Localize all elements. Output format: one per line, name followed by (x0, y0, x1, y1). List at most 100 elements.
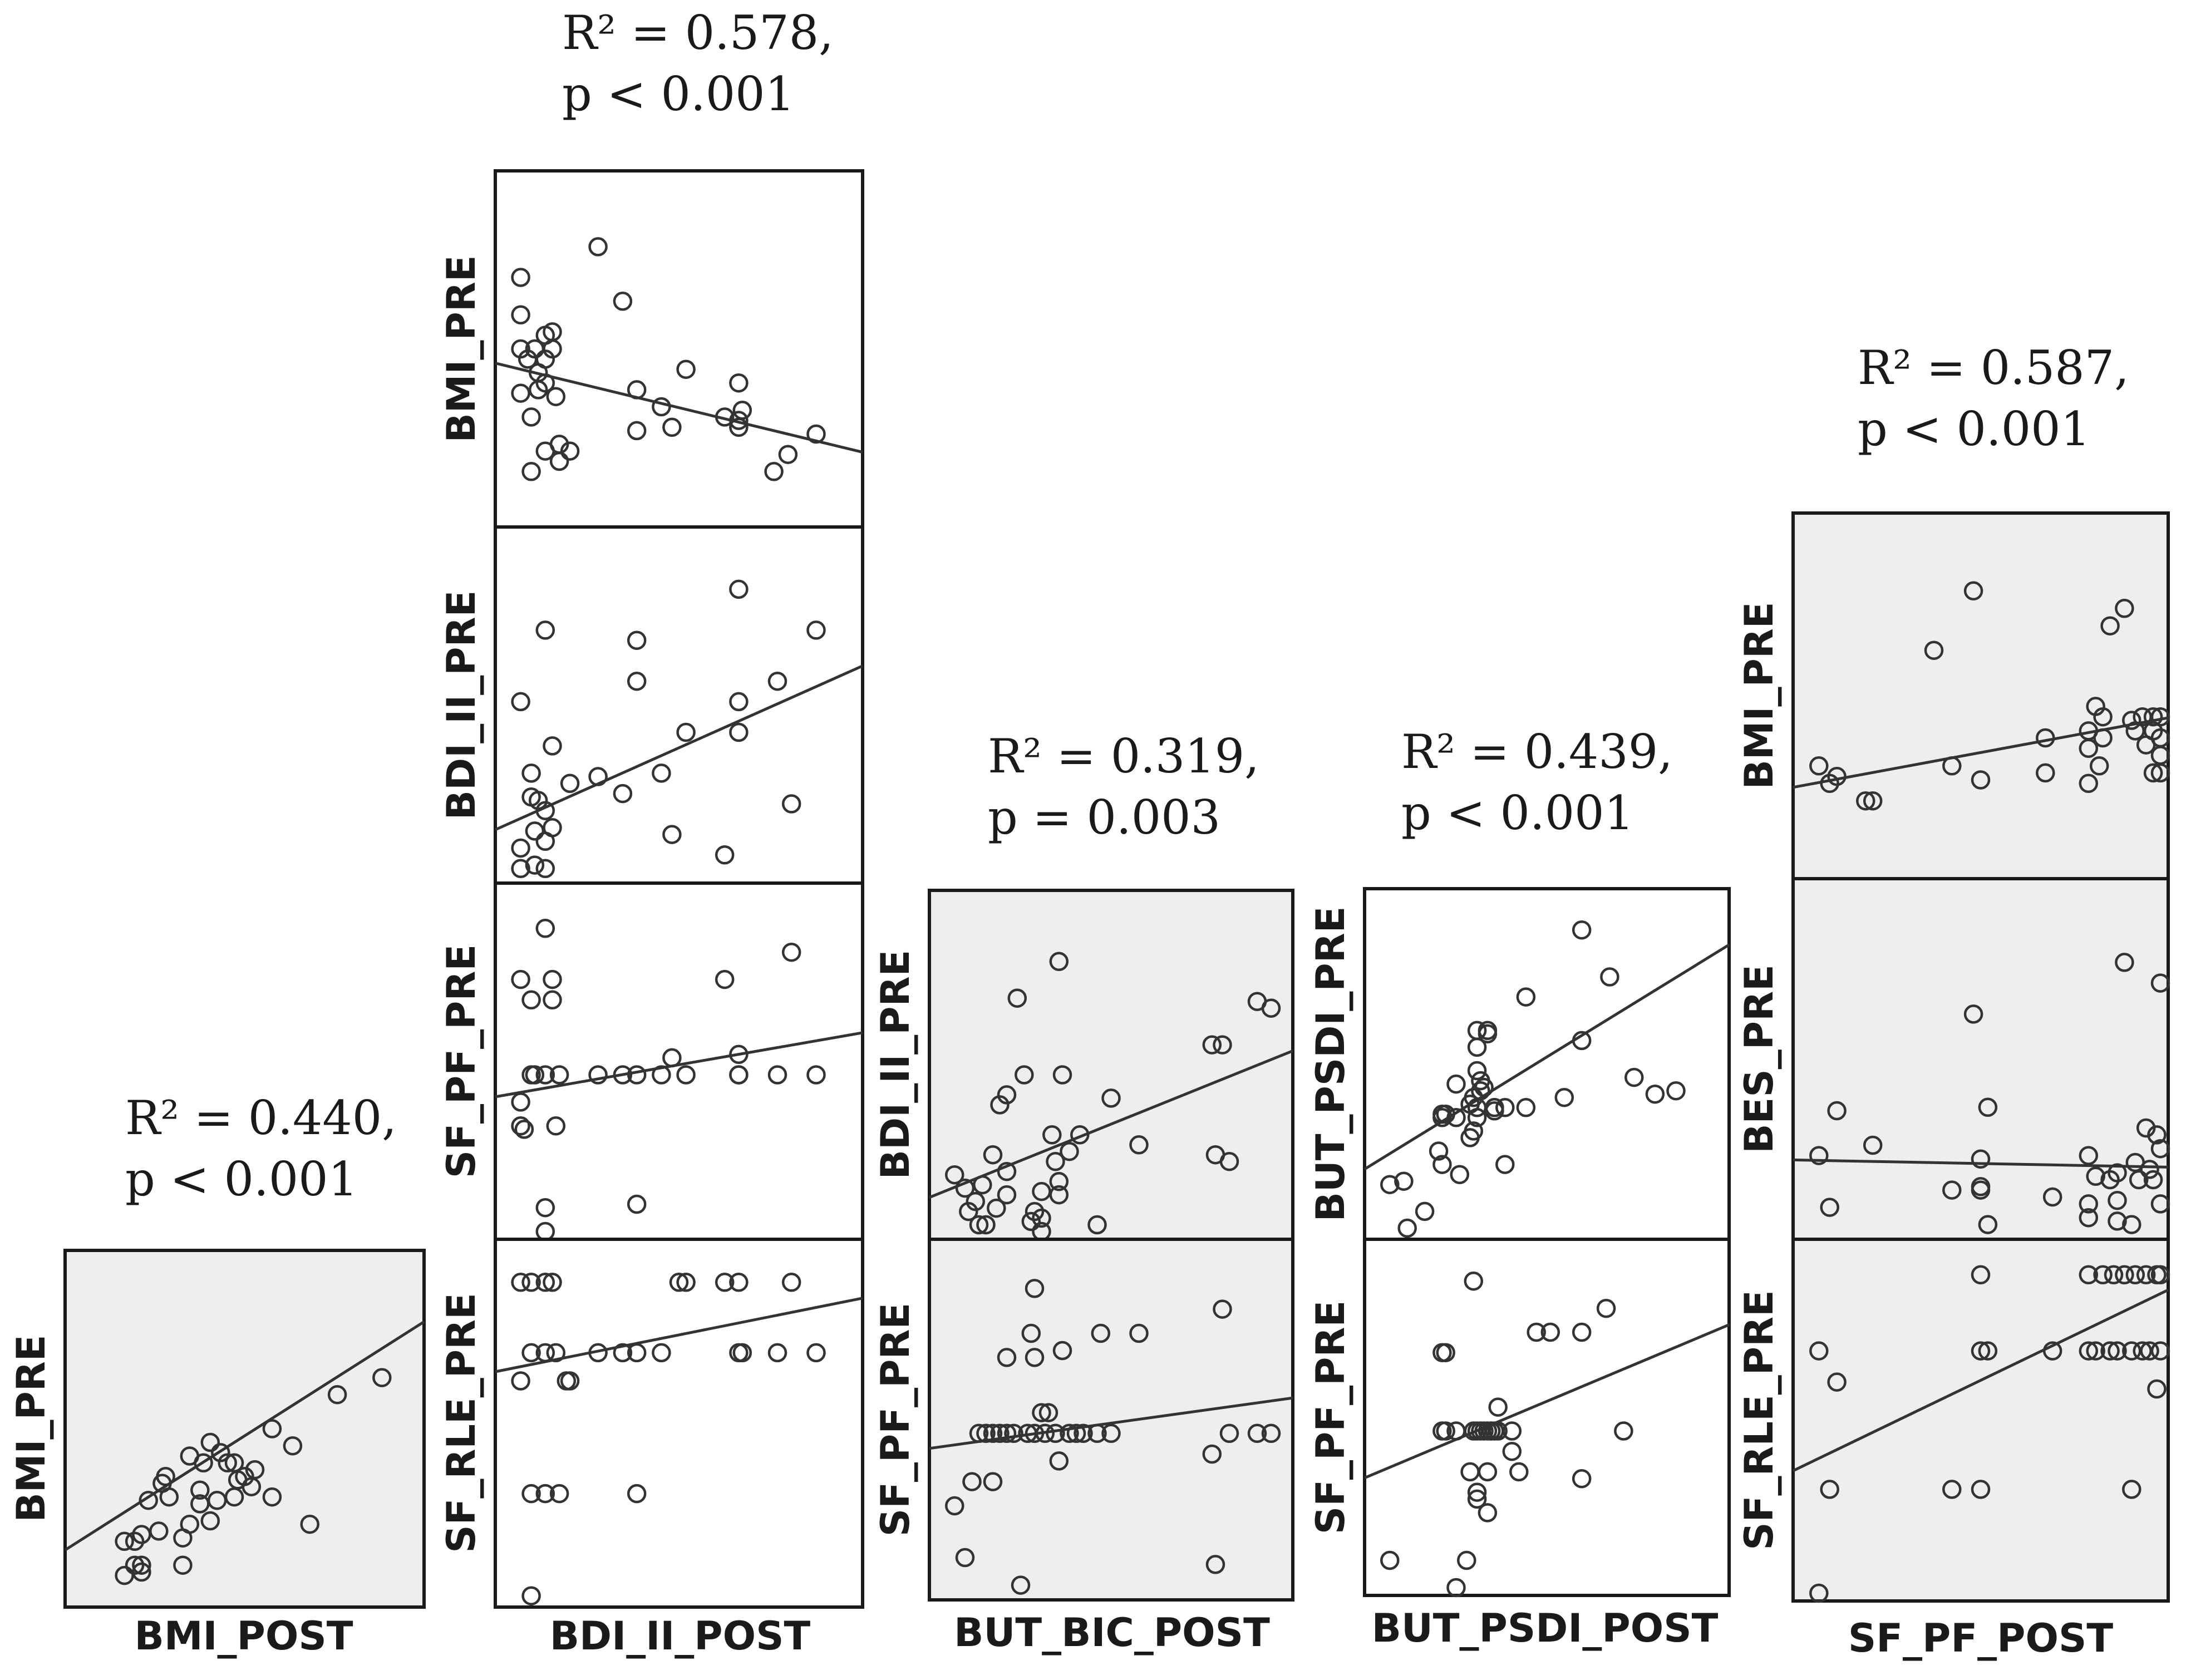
data-point (511, 859, 530, 879)
data-point (535, 1484, 555, 1504)
points-bdi-bmi-pre (511, 237, 826, 481)
points-sf-pf-bes-pre (1809, 953, 2170, 1234)
data-point (1213, 1035, 1232, 1055)
data-point (1049, 1171, 1069, 1191)
x-axis-label-bmi: BMI_POST (134, 1613, 353, 1659)
data-point (1087, 1215, 1107, 1235)
data-point (1074, 1423, 1093, 1443)
data-point (1614, 1421, 1633, 1441)
data-point (525, 1065, 545, 1085)
data-point (588, 1065, 608, 1085)
y-axis-label-sf-pf-bes-pre: BES_PRE (1736, 964, 1782, 1154)
points-bdi-bdi-ii-pre (511, 579, 826, 879)
data-point (521, 763, 541, 783)
data-point (652, 1343, 671, 1363)
data-point (180, 1514, 200, 1534)
data-point (514, 1120, 534, 1139)
data-point (2143, 1170, 2163, 1190)
data-point (1101, 1423, 1121, 1443)
data-point (1060, 1423, 1079, 1443)
data-point (1025, 1279, 1045, 1298)
data-point (729, 417, 749, 437)
data-point (245, 1460, 265, 1480)
annotation-p-bmi: p < 0.001 (125, 1152, 358, 1206)
fit-line-bdi-bdi-ii-pre (494, 664, 864, 831)
data-point (1572, 1322, 1592, 1342)
data-point (1488, 1397, 1508, 1417)
data-point (1432, 1155, 1452, 1174)
data-point (1464, 1121, 1484, 1141)
data-point (1978, 1097, 1998, 1117)
data-point (543, 736, 562, 756)
data-point (549, 451, 569, 471)
data-point (2079, 1208, 2099, 1228)
data-point (543, 818, 562, 837)
data-point (511, 1273, 530, 1292)
data-point (1572, 920, 1592, 940)
data-point (1502, 1421, 1522, 1441)
fit-line-but-bic-bdi-ii-pre (929, 1050, 1293, 1199)
panel-bmi-bmi-pre: BMI_PRE (8, 1249, 426, 1609)
data-point (132, 1555, 151, 1575)
data-point (1042, 1125, 1062, 1145)
data-point (535, 859, 555, 879)
data-point (511, 969, 530, 989)
data-point (2122, 1480, 2141, 1499)
data-point (1509, 1462, 1529, 1482)
data-point (2042, 1187, 2062, 1207)
data-point (2079, 1194, 2099, 1214)
data-point (2150, 707, 2170, 727)
data-point (283, 1436, 303, 1456)
data-point (1467, 1482, 1487, 1502)
y-axis-label-but-psdi-sf-pf-pre: SF_PF_PRE (1308, 1300, 1353, 1534)
data-point (2086, 1341, 2105, 1361)
data-point (715, 845, 735, 865)
data-point (1645, 1084, 1665, 1104)
data-point (560, 441, 580, 461)
panel-bdi-bdi-ii-pre: BDI_II_PRE (439, 525, 864, 885)
panel-sf-pf-bes-pre: BES_PRE (1736, 877, 2170, 1241)
y-axis-label-sf-pf-bmi-pre: BMI_PRE (1736, 602, 1782, 789)
data-point (543, 1273, 562, 1292)
data-point (729, 1273, 749, 1292)
data-point (1540, 1322, 1560, 1342)
data-point (1467, 1108, 1487, 1127)
data-point (125, 1555, 145, 1575)
data-point (535, 1065, 555, 1085)
plot-area-bmi-bmi-pre (63, 1249, 426, 1609)
x-axis-label-sf-pf: SF_PF_POST (1848, 1615, 2114, 1661)
data-point (1032, 1403, 1051, 1422)
data-point (676, 722, 696, 742)
data-point (997, 1185, 1017, 1205)
data-point (1971, 770, 1991, 790)
data-point (1052, 1065, 1072, 1085)
fit-line-sf-pf-bes-pre (1793, 1158, 2169, 1169)
data-point (327, 1385, 347, 1405)
data-point (543, 990, 562, 1010)
data-point (1809, 1146, 1829, 1165)
data-point (729, 722, 749, 742)
panel-bdi-bmi-pre: BMI_PRE (439, 169, 864, 529)
data-point (2147, 1379, 2167, 1399)
data-point (990, 1423, 1010, 1443)
data-point (1827, 1372, 1847, 1392)
data-point (1049, 952, 1069, 972)
data-point (2125, 1265, 2145, 1285)
data-point (627, 630, 647, 650)
data-point (588, 237, 608, 257)
group-bmi: R² = 0.440, p < 0.001 BMI_POST BMI_PRE (8, 1091, 426, 1659)
data-point (1038, 1403, 1058, 1422)
data-point (1060, 1141, 1079, 1161)
data-point (2108, 1211, 2127, 1231)
data-point (1049, 1451, 1069, 1471)
group-bdi: R² = 0.578, p < 0.001 BDI_II_POST BMI_PR… (439, 6, 864, 1659)
data-point (2108, 1341, 2127, 1361)
data-point (1219, 1151, 1239, 1171)
data-point (806, 1343, 826, 1363)
data-point (521, 1343, 541, 1363)
y-axis-label-bdi-sf-rle-pre: SF_RLE_PRE (439, 1293, 484, 1553)
data-point (521, 1586, 541, 1605)
data-point (1820, 1198, 1839, 1217)
data-point (2079, 774, 2099, 794)
data-point (1415, 1201, 1435, 1221)
